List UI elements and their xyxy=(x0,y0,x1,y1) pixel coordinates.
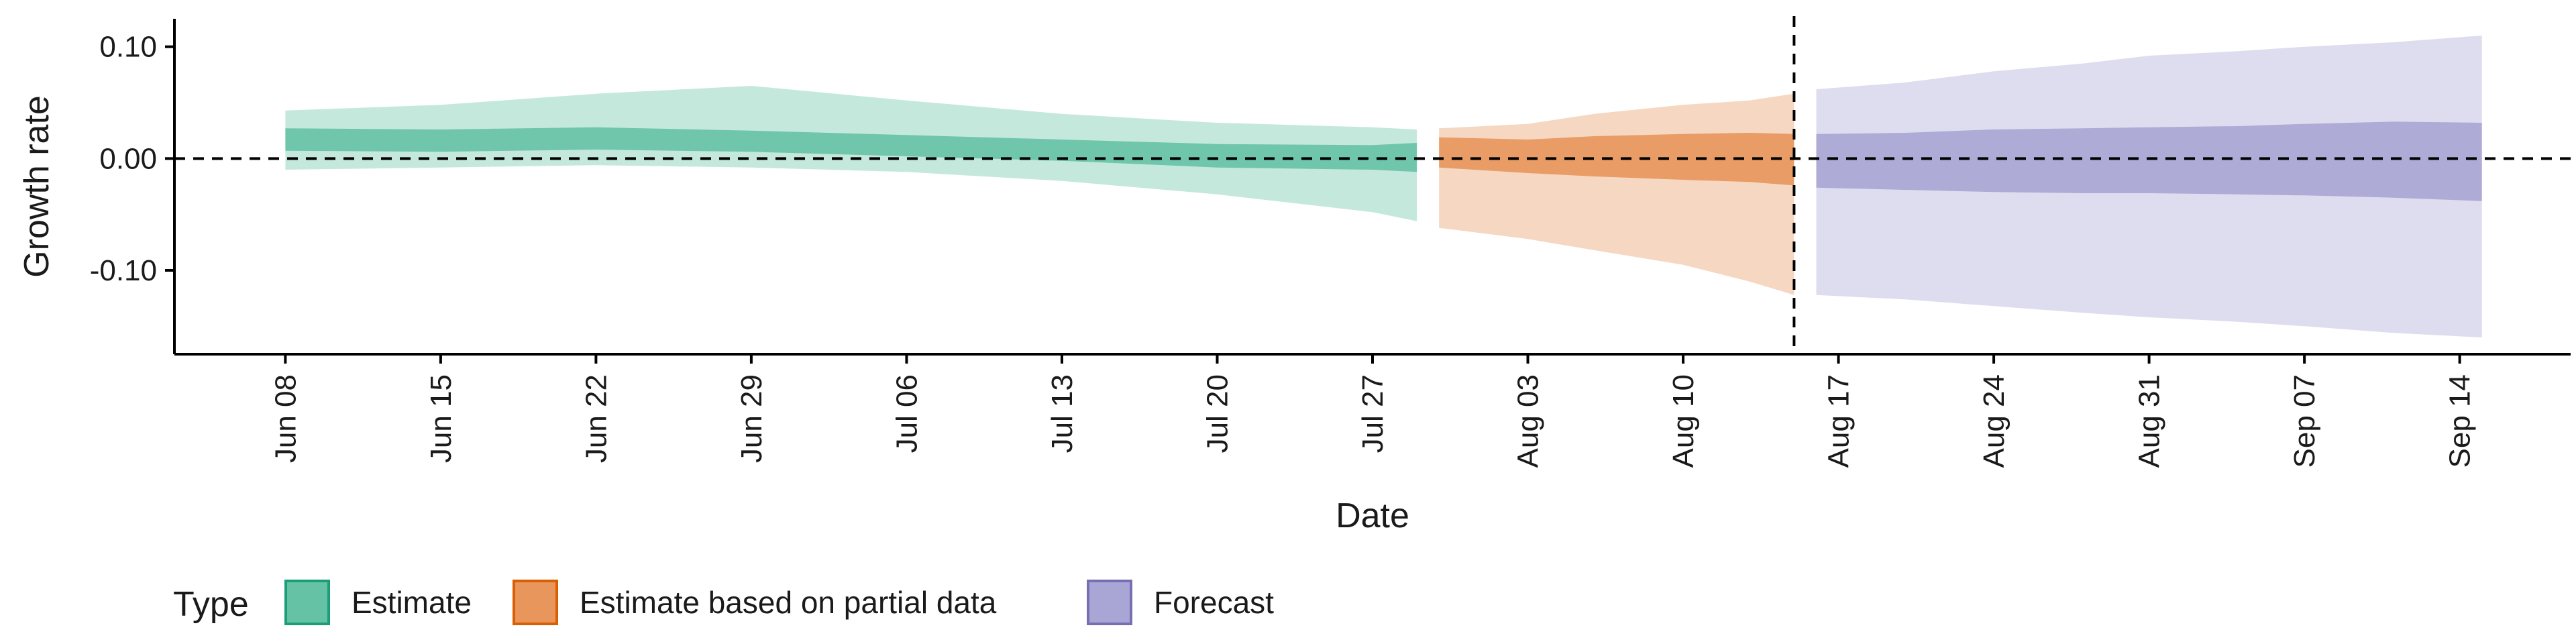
x-tick-label: Sep 14 xyxy=(2444,374,2477,468)
reference-lines xyxy=(174,16,2571,354)
y-tick-label: -0.10 xyxy=(90,254,157,287)
legend-label-forecast: Forecast xyxy=(1154,585,1274,620)
y-tick-label: 0.00 xyxy=(99,142,157,175)
legend-key-estimate xyxy=(284,580,330,625)
legend-label-estimate-based-on-partial-data: Estimate based on partial data xyxy=(580,585,997,620)
tick-layer: 0.10 0.00 -0.10 Jun 08 Jun 15 Jun 22 Jun 29 Jul… xyxy=(90,31,2477,468)
x-tick-label: Aug 10 xyxy=(1667,374,1700,468)
legend-label-estimate: Estimate xyxy=(352,585,472,620)
x-tick-label: Jul 13 xyxy=(1046,374,1079,453)
legend-key-estimate-based-on-partial-data xyxy=(513,580,558,625)
x-tick-label: Aug 24 xyxy=(1978,374,2010,468)
x-tick-label: Aug 17 xyxy=(1823,374,1856,468)
x-tick-label: Jun 29 xyxy=(735,374,768,463)
x-tick-label: Sep 07 xyxy=(2288,374,2321,468)
x-tick-label: Jul 27 xyxy=(1356,374,1389,453)
estimate-based-on-partial-data-outer-band xyxy=(1439,93,1794,295)
y-axis-title: Growth rate xyxy=(17,95,56,278)
x-tick-label: Aug 03 xyxy=(1512,374,1545,468)
x-tick-label: Aug 31 xyxy=(2133,374,2166,468)
x-tick-label: Jun 22 xyxy=(580,374,612,463)
forecast-inner-band xyxy=(1816,121,2482,201)
legend-title: Type xyxy=(173,585,249,624)
legend-key-forecast xyxy=(1087,580,1132,625)
band-layer xyxy=(285,36,2482,337)
legend: Type Estimate Estimate based on partial d… xyxy=(173,580,1274,625)
x-tick-label: Jul 06 xyxy=(890,374,923,453)
x-axis-title: Date xyxy=(1336,496,1409,535)
estimate-inner-band xyxy=(285,127,1417,172)
x-tick-label: Jul 20 xyxy=(1201,374,1234,453)
x-tick-label: Jun 15 xyxy=(425,374,458,463)
estimate-based-on-partial-data-inner-band xyxy=(1439,133,1794,186)
x-tick-label: Jun 08 xyxy=(269,374,302,463)
y-tick-label: 0.10 xyxy=(99,31,157,64)
